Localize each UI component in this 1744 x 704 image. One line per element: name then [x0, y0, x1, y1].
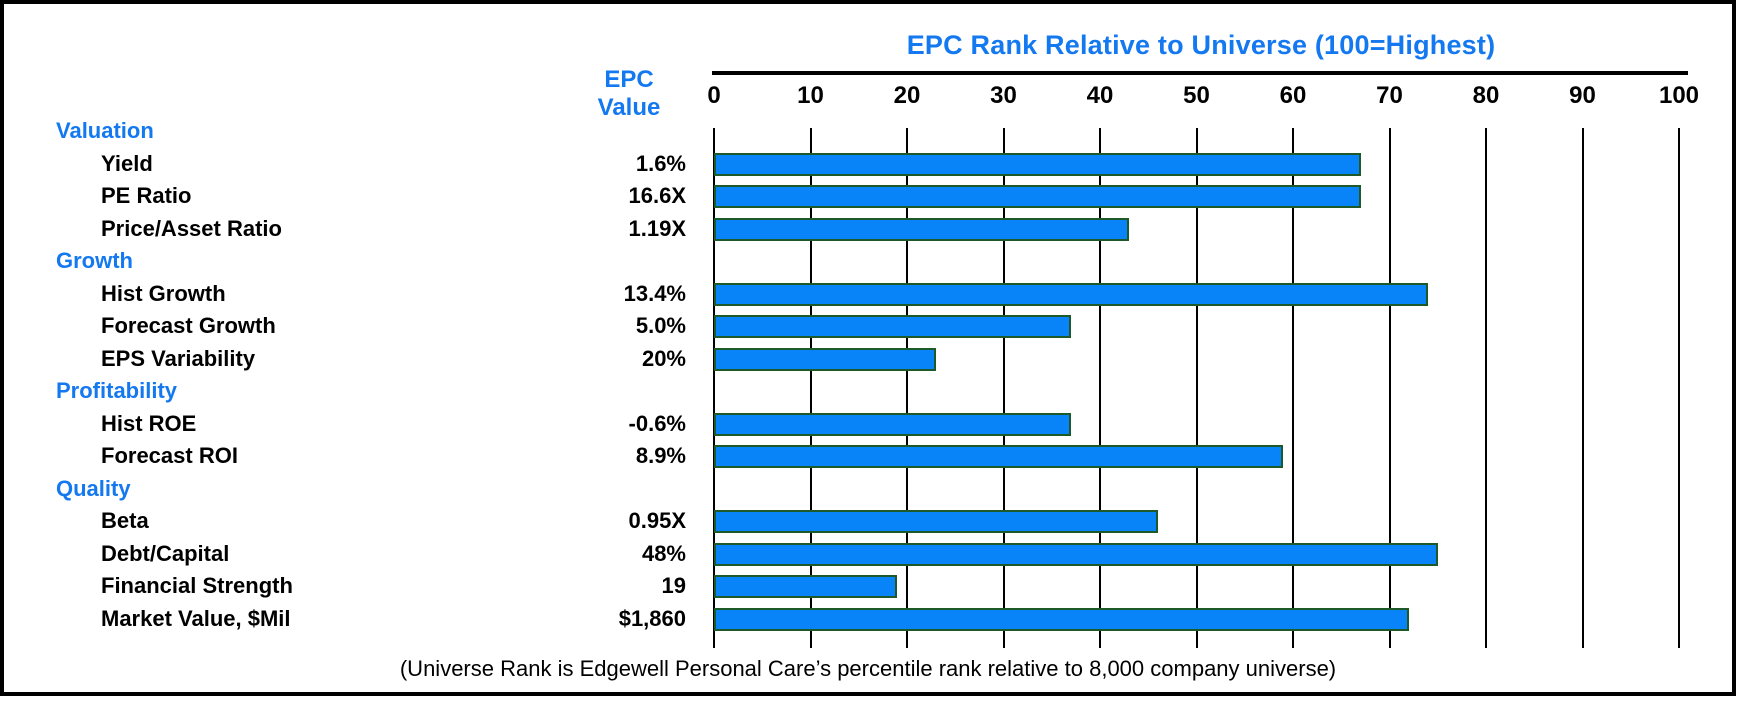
x-axis-tick-30: 30 [990, 82, 1017, 109]
x-axis-line [712, 71, 1688, 75]
metric-label-pe-ratio: PE Ratio [101, 183, 192, 208]
category-header-profitability: Profitability [56, 378, 178, 403]
x-axis-tick-50: 50 [1183, 82, 1210, 109]
gridline-30 [1002, 128, 1005, 648]
metric-label-beta: Beta [101, 508, 149, 533]
metric-label-hist-roe: Hist ROE [101, 410, 197, 436]
epc-value-header-line2: Value [597, 94, 661, 121]
rank-bar [714, 185, 1361, 208]
x-axis-tick-100: 100 [1658, 82, 1700, 109]
gridline-90 [1581, 128, 1584, 648]
epc-value: 5.0% [635, 313, 686, 338]
category-header-quality: Quality [56, 475, 131, 501]
epc-value: 20% [641, 345, 686, 371]
metric-label-market-value-mil: Market Value, $Mil [101, 605, 291, 631]
epc-value: 16.6X [628, 183, 687, 208]
rank-bar [714, 152, 1361, 176]
epc-value: -0.6% [628, 410, 686, 436]
rank-bar [714, 510, 1158, 533]
epc-value: $1,860 [618, 605, 686, 631]
x-axis-tick-90: 90 [1569, 82, 1596, 109]
gridline-10 [809, 128, 812, 648]
epc-value: 48% [641, 540, 686, 566]
x-axis-tick-80: 80 [1472, 82, 1500, 109]
metric-label-financial-strength: Financial Strength [101, 573, 293, 598]
rank-bar [714, 412, 1072, 436]
gridline-50 [1195, 128, 1198, 648]
epc-value-column-header: EPC Value [564, 66, 694, 122]
x-axis-tick-40: 40 [1086, 82, 1114, 109]
epc-value: 19 [661, 573, 686, 598]
rank-bar [714, 542, 1438, 566]
rank-bar [714, 315, 1072, 338]
rank-bar [714, 217, 1129, 241]
rank-bar [714, 575, 898, 598]
metric-label-hist-growth: Hist Growth [101, 280, 226, 306]
category-header-valuation: Valuation [56, 118, 154, 143]
gridline-100 [1678, 128, 1680, 648]
metric-label-eps-variability: EPS Variability [101, 345, 256, 371]
chart-title: EPC Rank Relative to Universe (100=Highe… [906, 30, 1496, 60]
chart-caption: (Universe Rank is Edgewell Personal Care… [399, 656, 1337, 681]
epc-value-header-line1: EPC [604, 66, 654, 93]
gridline-60 [1292, 128, 1294, 648]
x-axis-tick-70: 70 [1376, 82, 1403, 109]
gridline-0 [713, 128, 715, 648]
metric-label-debt-capital: Debt/Capital [101, 540, 230, 566]
epc-value: 13.4% [623, 280, 686, 306]
x-axis-tick-20: 20 [893, 82, 921, 109]
rank-bar [714, 445, 1284, 468]
gridline-70 [1388, 128, 1391, 648]
gridline-80 [1485, 128, 1487, 648]
metric-label-yield: Yield [101, 150, 153, 176]
metric-label-price-asset-ratio: Price/Asset Ratio [101, 215, 282, 241]
epc-value: 8.9% [635, 443, 686, 468]
metric-label-forecast-roi: Forecast ROI [101, 443, 238, 468]
rank-bar [714, 347, 936, 371]
gridline-40 [1099, 128, 1101, 648]
epc-value: 1.6% [635, 150, 686, 176]
x-axis-tick-60: 60 [1279, 82, 1307, 109]
rank-bar [714, 607, 1409, 631]
gridline-20 [906, 128, 908, 648]
epc-value: 0.95X [628, 508, 687, 533]
rank-bar [714, 282, 1429, 306]
category-header-growth: Growth [56, 248, 133, 273]
x-axis-tick-10: 10 [797, 82, 824, 109]
x-axis-tick-0: 0 [707, 82, 721, 109]
metric-label-forecast-growth: Forecast Growth [101, 313, 276, 338]
epc-value: 1.19X [628, 215, 687, 241]
